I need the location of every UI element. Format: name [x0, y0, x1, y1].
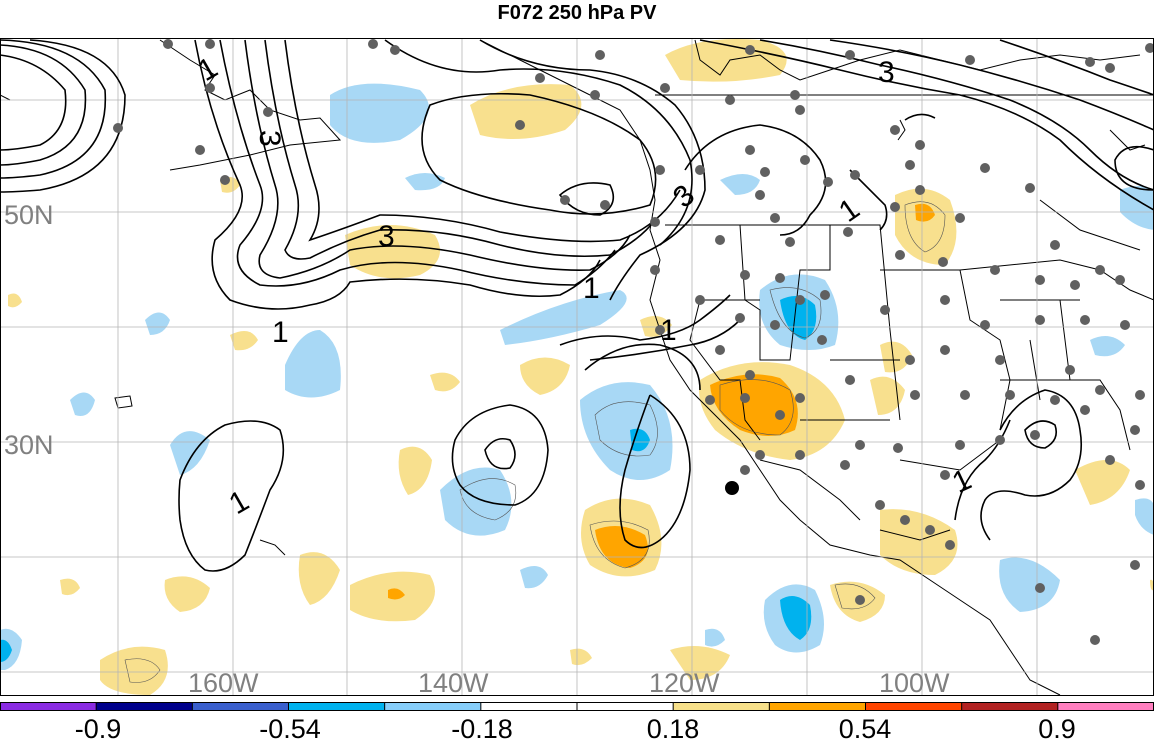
- colorbar-tick-label: 0.9: [1038, 714, 1076, 739]
- negative-anomaly-shading: [0, 83, 1154, 670]
- contour-label: 1: [583, 272, 600, 305]
- graticule: [0, 38, 1154, 696]
- contour-label: 1: [272, 316, 289, 349]
- lon-label-100w: 100W: [879, 668, 950, 698]
- colorbar-labels: -0.9 -0.54 -0.18 0.18 0.54 0.9: [75, 714, 1076, 739]
- contour-label: 1: [660, 314, 677, 347]
- lon-label-140w: 140W: [418, 668, 489, 698]
- strong-positive-anomaly-shading: [388, 203, 935, 600]
- contour-label: 3: [378, 220, 395, 253]
- pv-map: 1 1 1 1 1 1 1 3 3 3 3: [0, 38, 1154, 698]
- lon-label-120w: 120W: [649, 668, 720, 698]
- colorbar-segment: [961, 702, 1059, 710]
- colorbar-segment: [577, 702, 674, 710]
- map-title: F072 250 hPa PV: [497, 2, 657, 24]
- colorbar-tick-label: -0.54: [259, 714, 321, 739]
- lat-label-50n: 50N: [4, 200, 54, 230]
- lat-label-30n: 30N: [4, 430, 54, 460]
- coastlines-and-borders: [0, 39, 1154, 696]
- colorbar-segment: [865, 702, 963, 710]
- colorbar-segment: [480, 702, 578, 710]
- colorbar-segment: [673, 702, 770, 710]
- highlighted-station-marker: [725, 481, 739, 495]
- colorbar-segment: [1057, 702, 1154, 710]
- lon-label-160w: 160W: [188, 668, 259, 698]
- station-markers: [113, 39, 1154, 645]
- colorbar-ticks: [95, 702, 1059, 711]
- colorbar-segment: [0, 702, 97, 710]
- colorbar-tick-label: 0.54: [839, 714, 892, 739]
- axis-labels: 50N 30N 160W 140W 120W 100W: [4, 200, 950, 698]
- colorbar-segment: [288, 702, 386, 710]
- colorbar-segment: [96, 702, 193, 710]
- colorbar-segment: [192, 702, 289, 710]
- colorbar-tick-label: 0.18: [647, 714, 700, 739]
- contour-label: 3: [253, 130, 286, 147]
- colorbar-segment: [384, 702, 482, 710]
- colorbar-segment: [769, 702, 866, 710]
- colorbar-tick-label: -0.18: [451, 714, 513, 739]
- pv-contours: [0, 39, 1154, 572]
- colorbar-tick-label: -0.9: [75, 714, 122, 739]
- colorbar: -0.9 -0.54 -0.18 0.18 0.54 0.9: [0, 702, 1154, 739]
- contour-label: 3: [878, 56, 895, 89]
